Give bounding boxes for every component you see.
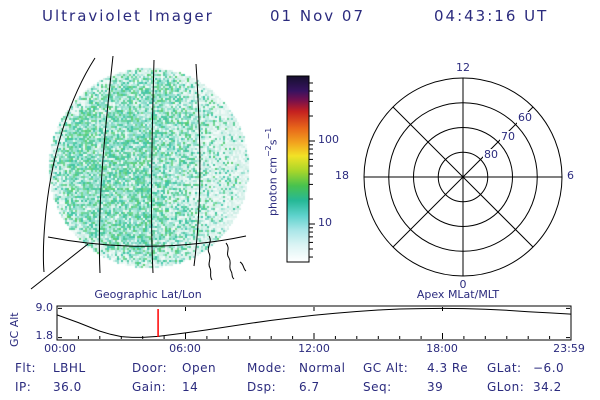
mlt-label-0: 0	[459, 278, 467, 291]
status-glat: GLat: −6.0	[487, 361, 565, 375]
mlat-ring-label-80: 80	[483, 148, 499, 162]
altitude-curve	[56, 307, 572, 338]
timeline-ticks	[58, 307, 570, 339]
header-title: Ultraviolet Imager	[42, 7, 214, 25]
ytick-bottom: 1.8	[35, 329, 54, 342]
mlat-ring-label-60: 60	[517, 111, 533, 125]
xtick-1200: 12:00	[298, 342, 330, 355]
xtick-0000: 00:00	[44, 342, 76, 355]
status-gcalt: GC Alt: 4.3 Re	[363, 361, 469, 375]
colorbar-tick-100: 100	[318, 133, 339, 146]
status-door: Door: Open	[132, 361, 217, 375]
polar-grid	[363, 77, 563, 277]
ytick-top: 9.0	[35, 301, 54, 314]
uv-disk-image	[45, 64, 251, 270]
status-gain: Gain: 14	[132, 380, 199, 394]
mlat-ring-label-70: 70	[500, 130, 516, 144]
status-flt: Flt: LBHL	[15, 361, 86, 375]
status-seq: Seq: 39	[363, 380, 444, 394]
coastline	[207, 235, 213, 281]
coastline	[225, 242, 235, 280]
timeline-panel	[56, 305, 572, 341]
gc-alt-axis-label: GC Alt	[8, 312, 21, 347]
header-date: 01 Nov 07	[270, 7, 365, 25]
colorbar-label-exp2: −1	[264, 127, 273, 140]
status-dsp: Dsp: 6.7	[247, 380, 320, 394]
geo-grid-lines	[30, 55, 247, 290]
left-panel-caption: Geographic Lat/Lon	[94, 288, 202, 301]
status-ip: IP: 36.0	[15, 380, 82, 394]
timeline-frame	[56, 305, 572, 341]
xtick-0600: 06:00	[169, 342, 201, 355]
mlt-label-18: 18	[335, 169, 349, 182]
xtick-2359: 23:59	[553, 342, 585, 355]
status-mode: Mode: Normal	[247, 361, 346, 375]
colorbar-label-exp1: −2	[264, 145, 273, 158]
colorbar-tick-10: 10	[318, 216, 332, 229]
mlt-label-12: 12	[456, 61, 470, 74]
right-panel-caption: Apex MLat/MLT	[416, 288, 500, 301]
xtick-1800: 18:00	[426, 342, 458, 355]
status-glon: GLon: 34.2	[487, 380, 562, 394]
mlt-label-6: 6	[567, 169, 574, 182]
header-time: 04:43:16 UT	[434, 7, 549, 25]
colorbar	[286, 75, 310, 263]
coastline	[239, 261, 247, 272]
colorbar-axis-label: photon cm−2s−1	[264, 127, 280, 216]
colorbar-label-text: photon cm	[266, 157, 280, 216]
colorbar-ticks	[309, 82, 315, 258]
